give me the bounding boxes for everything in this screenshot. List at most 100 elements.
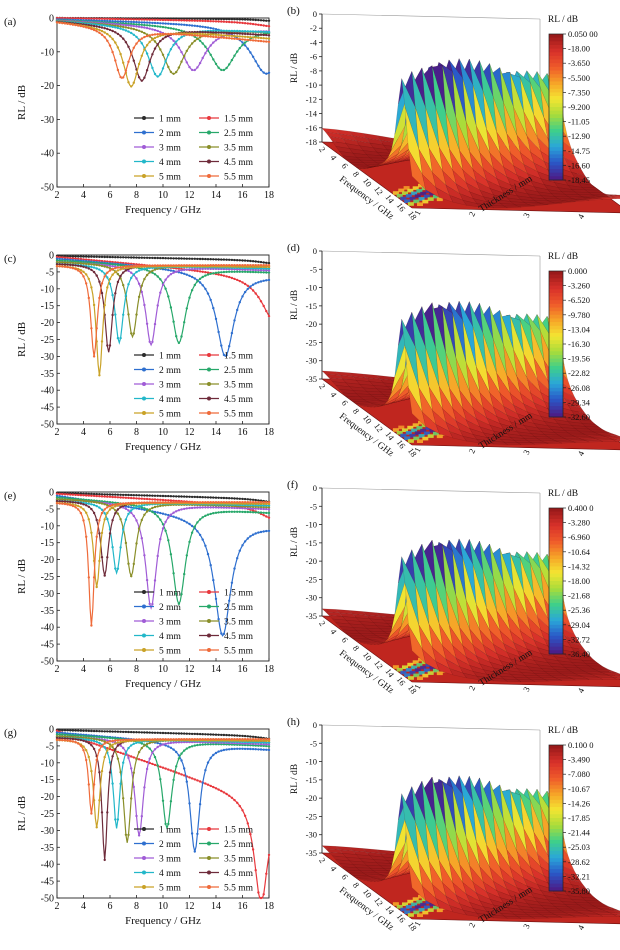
series-point: [116, 46, 120, 49]
series-point: [222, 17, 226, 21]
series-point: [132, 23, 135, 26]
series-point: [116, 269, 120, 272]
series-point: [251, 55, 255, 58]
series-point: [71, 261, 75, 265]
series-point: [265, 271, 268, 274]
series-point: [233, 264, 236, 267]
series-point: [140, 18, 143, 21]
series-point: [69, 498, 72, 502]
series-point: [164, 494, 167, 498]
series-point: [130, 493, 133, 497]
series-point: [198, 738, 202, 741]
series-point: [217, 31, 220, 34]
x-tick-label: 4: [81, 901, 86, 912]
series-point: [58, 263, 61, 266]
series-point: [188, 19, 191, 22]
series-point: [201, 19, 204, 23]
series-point: [127, 738, 130, 741]
series-point: [87, 518, 91, 521]
series-point: [143, 35, 146, 39]
series-point: [233, 277, 236, 281]
series-point: [159, 742, 162, 745]
series-point: [188, 495, 191, 498]
series-point: [90, 739, 93, 742]
y-axis-label: RL / dB: [16, 796, 28, 831]
series-point: [77, 269, 80, 272]
series-point: [267, 278, 271, 282]
series-point: [153, 763, 157, 767]
series-point: [180, 257, 183, 260]
colorbar-band: [549, 139, 563, 144]
series-point: [153, 21, 157, 25]
x-axis-label: Frequency / GHz: [125, 678, 201, 690]
thickness-tick-label: 2: [466, 210, 477, 218]
series-point: [164, 35, 167, 39]
series-point: [217, 17, 220, 21]
series-point: [257, 738, 260, 741]
freq-tick-label: 4: [328, 390, 339, 400]
series-point: [130, 744, 133, 747]
series-point: [156, 554, 159, 558]
series-point: [230, 21, 234, 24]
series-point: [159, 30, 162, 34]
series-point: [159, 494, 162, 498]
series-point: [180, 335, 183, 338]
series-point: [140, 759, 143, 762]
series-point: [156, 511, 159, 514]
series-point: [137, 295, 141, 299]
series-point: [85, 273, 88, 276]
series-point: [246, 822, 249, 825]
series-point: [143, 18, 146, 21]
series-point: [262, 530, 265, 533]
series-point: [103, 17, 106, 21]
series-point: [153, 494, 157, 497]
series-point: [77, 501, 80, 505]
series-point: [201, 42, 204, 45]
series-point: [85, 729, 88, 732]
series-point: [262, 24, 265, 27]
series-point: [164, 264, 167, 267]
series-point: [177, 269, 181, 273]
contour-cell: [420, 428, 427, 433]
series-point: [100, 736, 104, 739]
series-point: [87, 277, 91, 281]
series-point: [167, 53, 170, 56]
series-point: [243, 282, 247, 286]
series-point: [209, 258, 212, 261]
series-point: [185, 521, 188, 524]
series-point: [188, 268, 191, 271]
series-point: [111, 50, 114, 54]
contour-cell: [427, 671, 434, 675]
series-point: [100, 811, 104, 814]
series-point: [167, 513, 170, 517]
series-point: [177, 37, 181, 41]
series-point: [243, 747, 247, 751]
series-point: [159, 39, 162, 43]
series-point: [111, 755, 114, 758]
series-point: [225, 36, 228, 40]
series-point: [79, 729, 83, 732]
colorbar-band: [549, 351, 563, 356]
series-point: [145, 742, 149, 746]
series-point: [212, 27, 215, 30]
series-point: [116, 757, 120, 760]
series-point: [111, 37, 114, 41]
series-point: [198, 518, 202, 521]
series-point: [169, 37, 173, 40]
series-point: [175, 70, 178, 74]
legend-marker: [142, 353, 146, 357]
colorbar-band: [549, 154, 563, 159]
legend-label: 5 mm: [159, 173, 182, 183]
series-point: [188, 746, 191, 749]
series-point: [127, 60, 130, 63]
series-point: [135, 731, 138, 734]
series-point: [209, 20, 212, 23]
series-point: [71, 737, 75, 741]
series-point: [172, 320, 175, 323]
series-point: [151, 18, 154, 21]
series-point: [236, 557, 239, 560]
y-tick-label: -40: [41, 149, 54, 160]
legend-marker: [207, 353, 211, 357]
series-point: [204, 496, 207, 499]
series-point: [100, 26, 104, 29]
